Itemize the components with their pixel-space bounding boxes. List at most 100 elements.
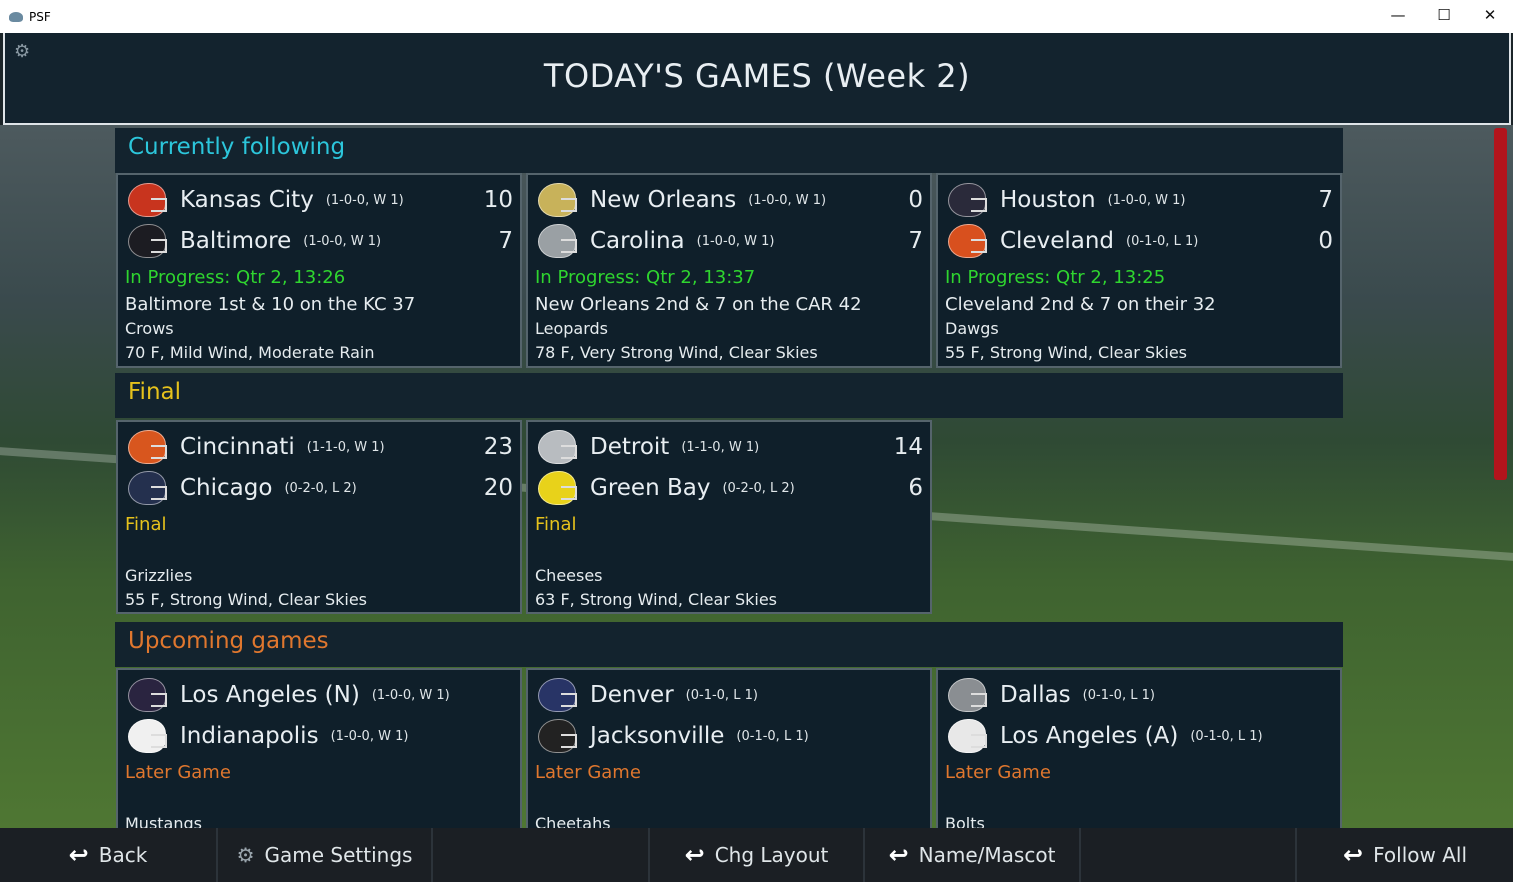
game-status: In Progress: Qtr 2, 13:26 — [125, 267, 346, 288]
team-mascot: Cheeses — [535, 566, 603, 585]
team-row: Los Angeles (N) (1-0-0, W 1) — [128, 676, 513, 714]
team-score: 0 — [1318, 228, 1333, 254]
team-name: Carolina — [590, 228, 685, 254]
team-row: Baltimore (1-0-0, W 1) 7 — [128, 222, 513, 260]
team-record: (0-1-0, L 1) — [1082, 687, 1155, 703]
game-weather: 78 F, Very Strong Wind, Clear Skies — [535, 343, 818, 362]
team-score: 10 — [483, 187, 513, 213]
team-record: (1-0-0, W 1) — [330, 728, 409, 744]
helmet-icon — [538, 678, 577, 712]
team-row: Detroit (1-1-0, W 1) 14 — [538, 428, 923, 466]
back-button[interactable]: ↩ Back — [0, 828, 218, 882]
helmet-icon — [538, 430, 577, 464]
team-record: (1-1-0, W 1) — [306, 439, 385, 455]
game-status: Later Game — [125, 762, 231, 783]
minimize-button[interactable]: — — [1390, 6, 1406, 24]
team-name: New Orleans — [590, 187, 737, 213]
team-name: Los Angeles (N) — [180, 682, 360, 708]
game-card[interactable]: Denver (0-1-0, L 1) Jacksonville (0-1-0, L … — [526, 668, 932, 833]
team-record: (1-0-0, W 1) — [371, 687, 450, 703]
game-weather: 55 F, Strong Wind, Clear Skies — [125, 590, 368, 609]
team-name: Chicago — [180, 475, 273, 501]
team-row: Cincinnati (1-1-0, W 1) 23 — [128, 428, 513, 466]
team-name: Green Bay — [590, 475, 711, 501]
scrollbar[interactable] — [1494, 128, 1507, 480]
team-name: Denver — [590, 682, 674, 708]
team-name: Kansas City — [180, 187, 314, 213]
game-settings-label: Game Settings — [264, 843, 413, 867]
team-score: 7 — [1318, 187, 1333, 213]
game-status: Final — [535, 514, 577, 535]
team-record: (0-2-0, L 2) — [722, 480, 795, 496]
helmet-icon — [128, 471, 167, 505]
team-row: New Orleans (1-0-0, W 1) 0 — [538, 181, 923, 219]
team-name: Houston — [1000, 187, 1096, 213]
game-card[interactable]: Detroit (1-1-0, W 1) 14 Green Bay (0-2-0, L … — [526, 420, 932, 614]
helmet-icon — [128, 183, 167, 217]
team-score: 7 — [498, 228, 513, 254]
name-mascot-button[interactable]: ↩ Name/Mascot — [865, 828, 1081, 882]
gear-icon[interactable]: ⚙ — [14, 41, 31, 62]
team-score: 0 — [908, 187, 923, 213]
follow-all-button[interactable]: ↩ Follow All — [1297, 828, 1513, 882]
helmet-icon — [128, 430, 167, 464]
team-row: Jacksonville (0-1-0, L 1) — [538, 717, 923, 755]
game-status: Later Game — [535, 762, 641, 783]
helmet-icon — [948, 183, 987, 217]
game-situation: Baltimore 1st & 10 on the KC 37 — [125, 294, 416, 315]
page-header: ⚙ TODAY'S GAMES (Week 2) — [3, 33, 1511, 125]
team-row: Cleveland (0-1-0, L 1) 0 — [948, 222, 1333, 260]
game-weather: 55 F, Strong Wind, Clear Skies — [945, 343, 1188, 362]
team-record: (1-0-0, W 1) — [325, 192, 404, 208]
team-row: Indianapolis (1-0-0, W 1) — [128, 717, 513, 755]
section-header-upcoming: Upcoming games — [115, 622, 1343, 667]
team-record: (0-1-0, L 1) — [685, 687, 758, 703]
team-record: (1-1-0, W 1) — [681, 439, 760, 455]
team-row: Green Bay (0-2-0, L 2) 6 — [538, 469, 923, 507]
return-arrow-icon: ↩ — [888, 841, 909, 869]
team-row: Chicago (0-2-0, L 2) 20 — [128, 469, 513, 507]
game-situation: New Orleans 2nd & 7 on the CAR 42 — [535, 294, 862, 315]
game-weather: 70 F, Mild Wind, Moderate Rain — [125, 343, 375, 362]
game-card[interactable]: Dallas (0-1-0, L 1) Los Angeles (A) (0-1-0,… — [936, 668, 1342, 833]
helmet-icon — [538, 719, 577, 753]
game-settings-button[interactable]: ⚙ Game Settings — [218, 828, 433, 882]
helmet-icon — [538, 183, 577, 217]
team-name: Detroit — [590, 434, 670, 460]
chg-layout-label: Chg Layout — [714, 843, 829, 867]
helmet-icon — [538, 471, 577, 505]
back-label: Back — [98, 843, 148, 867]
return-arrow-icon: ↩ — [68, 841, 89, 869]
name-mascot-label: Name/Mascot — [918, 843, 1056, 867]
game-card[interactable]: New Orleans (1-0-0, W 1) 0 Carolina (1-0-0, … — [526, 173, 932, 368]
team-record: (1-0-0, W 1) — [696, 233, 775, 249]
team-name: Dallas — [1000, 682, 1071, 708]
game-card[interactable]: Kansas City (1-0-0, W 1) 10 Baltimore (1-0-0… — [116, 173, 522, 368]
game-status: In Progress: Qtr 2, 13:25 — [945, 267, 1166, 288]
team-record: (0-1-0, L 1) — [1190, 728, 1263, 744]
game-card[interactable]: Cincinnati (1-1-0, W 1) 23 Chicago (0-2-0, L… — [116, 420, 522, 614]
game-status: Later Game — [945, 762, 1051, 783]
game-status: In Progress: Qtr 2, 13:37 — [535, 267, 756, 288]
close-button[interactable]: ✕ — [1483, 6, 1497, 24]
helmet-icon — [538, 224, 577, 258]
team-row: Houston (1-0-0, W 1) 7 — [948, 181, 1333, 219]
window-titlebar: PSF — ☐ ✕ — [0, 0, 1513, 33]
team-record: (1-0-0, W 1) — [303, 233, 382, 249]
chg-layout-button[interactable]: ↩ Chg Layout — [650, 828, 865, 882]
helmet-icon — [948, 224, 987, 258]
game-card[interactable]: Los Angeles (N) (1-0-0, W 1) Indianapolis (… — [116, 668, 522, 833]
return-arrow-icon: ↩ — [684, 841, 705, 869]
return-arrow-icon: ↩ — [1343, 841, 1364, 869]
team-score: 23 — [483, 434, 513, 460]
team-score: 14 — [893, 434, 923, 460]
team-row: Dallas (0-1-0, L 1) — [948, 676, 1333, 714]
section-header-following: Currently following — [115, 128, 1343, 173]
helmet-icon — [948, 719, 987, 753]
team-record: (0-2-0, L 2) — [284, 480, 357, 496]
app-icon — [9, 11, 23, 22]
empty-slot — [433, 828, 650, 882]
team-record: (0-1-0, L 1) — [736, 728, 809, 744]
maximize-button[interactable]: ☐ — [1437, 6, 1451, 24]
game-card[interactable]: Houston (1-0-0, W 1) 7 Cleveland (0-1-0, L 1… — [936, 173, 1342, 368]
